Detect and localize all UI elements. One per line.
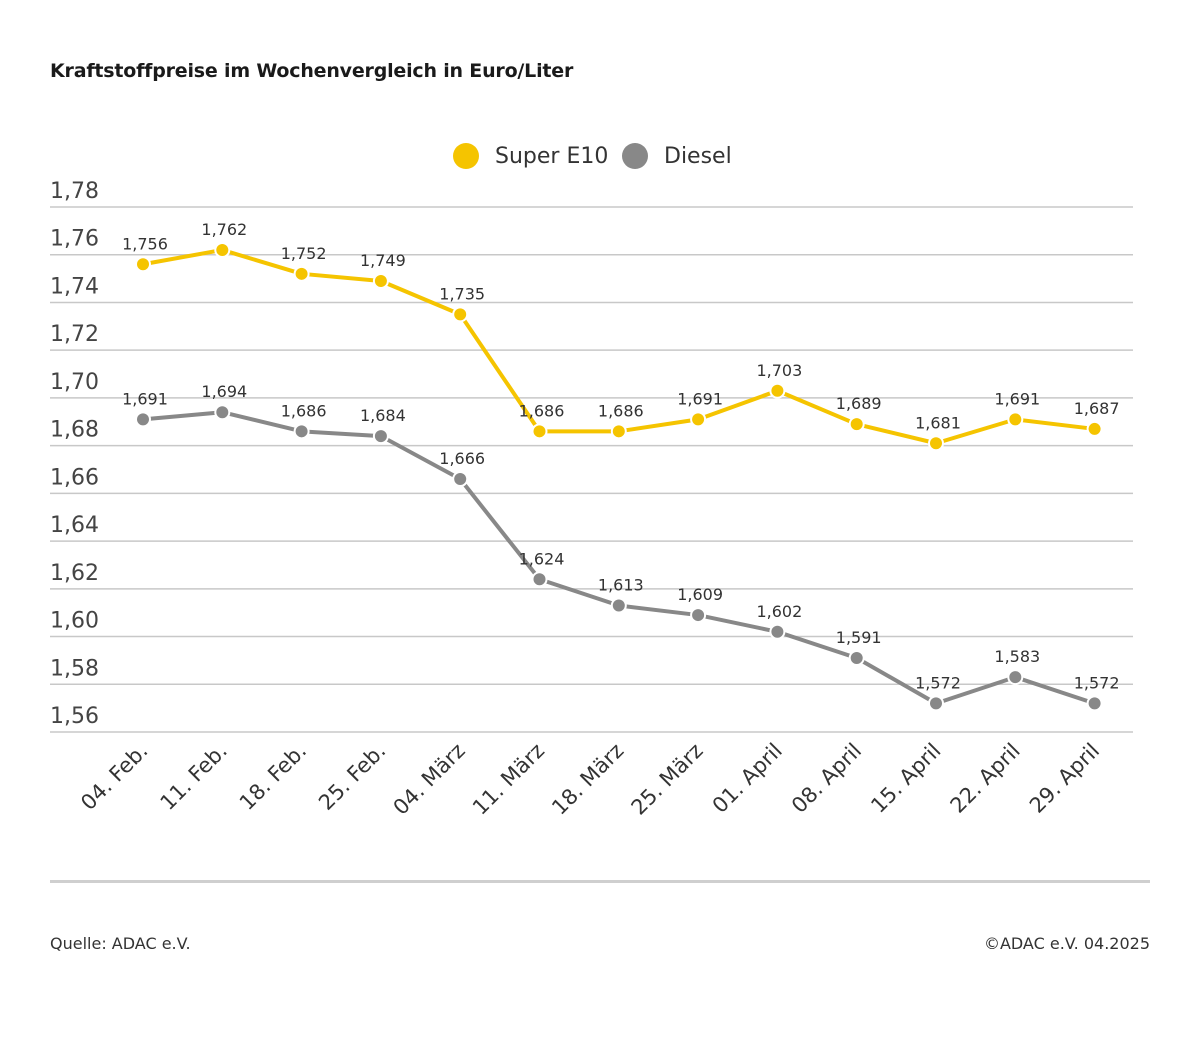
data-point-diesel: [452, 471, 469, 488]
data-point-super: [135, 256, 151, 273]
y-tick-label: 1,70: [50, 370, 99, 395]
data-label-super: 1,749: [360, 251, 406, 270]
y-tick-label: 1,64: [50, 513, 99, 538]
data-label-diesel: 1,591: [836, 628, 882, 647]
data-label-diesel: 1,613: [598, 576, 644, 595]
series-line-diesel: [142, 410, 1096, 706]
y-tick-label: 1,66: [50, 465, 99, 490]
data-label-super: 1,686: [598, 401, 644, 420]
data-label-super: 1,691: [677, 389, 723, 408]
legend-swatch-diesel: [622, 143, 648, 169]
data-label-diesel: 1,624: [519, 549, 565, 568]
data-point-diesel: [1007, 669, 1024, 686]
legend-item-diesel: Diesel: [622, 143, 732, 169]
chart-legend: Super E10 Diesel: [0, 143, 1200, 177]
x-tick-label: 11. Feb.: [156, 739, 232, 815]
x-tick-label: 08. April: [787, 739, 866, 818]
data-point-super: [848, 416, 865, 433]
data-point-diesel: [372, 428, 389, 445]
data-label-diesel: 1,666: [439, 449, 485, 468]
data-label-super: 1,752: [281, 244, 327, 263]
footer-divider: [50, 880, 1150, 883]
data-point-super: [452, 306, 469, 323]
x-tick-label: 01. April: [708, 739, 787, 818]
x-tick-label: 25. Feb.: [314, 739, 390, 815]
data-point-super: [531, 423, 548, 440]
y-tick-label: 1,74: [50, 274, 99, 299]
y-tick-label: 1,60: [50, 609, 99, 634]
data-point-diesel: [610, 597, 627, 614]
data-point-super: [690, 411, 707, 428]
data-label-super: 1,703: [756, 361, 802, 380]
data-point-super: [372, 272, 389, 289]
x-tick-label: 18. Feb.: [235, 739, 311, 815]
data-point-diesel: [690, 607, 707, 624]
data-label-super: 1,686: [519, 401, 565, 420]
data-label-super: 1,687: [1074, 399, 1120, 418]
data-label-diesel: 1,572: [915, 673, 961, 692]
source-note: Quelle: ADAC e.V.: [50, 934, 191, 953]
x-tick-label: 18. März: [547, 739, 628, 820]
copyright-note: ©ADAC e.V. 04.2025: [983, 934, 1150, 953]
data-point-diesel: [928, 695, 944, 712]
data-point-super: [214, 241, 231, 258]
data-label-diesel: 1,691: [122, 389, 168, 408]
x-tick-label: 25. März: [627, 739, 708, 820]
y-tick-label: 1,56: [50, 704, 99, 729]
data-label-diesel: 1,572: [1074, 673, 1120, 692]
data-label-super: 1,756: [122, 234, 168, 253]
data-label-diesel: 1,684: [360, 406, 406, 425]
y-tick-label: 1,78: [50, 179, 99, 204]
x-tick-label: 04. Feb.: [76, 739, 152, 815]
legend-item-super: Super E10: [453, 143, 608, 169]
data-point-super: [928, 435, 944, 452]
data-point-super: [610, 423, 627, 440]
x-tick-label: 04. März: [389, 739, 470, 820]
data-point-diesel: [769, 623, 786, 640]
x-tick-label: 22. April: [946, 739, 1025, 818]
legend-label-diesel: Diesel: [664, 143, 732, 169]
data-point-diesel: [1086, 695, 1103, 712]
x-tick-label: 29. April: [1025, 739, 1104, 818]
data-point-super: [769, 382, 786, 399]
data-label-diesel: 1,583: [994, 647, 1040, 666]
y-tick-label: 1,72: [50, 322, 99, 347]
legend-swatch-super: [453, 143, 479, 169]
data-label-super: 1,681: [915, 413, 961, 432]
x-tick-label: 11. März: [468, 739, 549, 820]
data-point-diesel: [214, 404, 231, 421]
data-label-super: 1,735: [439, 284, 485, 303]
data-label-diesel: 1,609: [677, 585, 723, 604]
data-point-super: [1007, 411, 1024, 428]
data-point-super: [1086, 420, 1103, 437]
y-tick-label: 1,62: [50, 561, 99, 586]
x-tick-label: 15. April: [866, 739, 945, 818]
data-point-diesel: [531, 571, 548, 588]
data-label-super: 1,691: [994, 389, 1040, 408]
data-point-diesel: [848, 650, 865, 667]
chart-title: Kraftstoffpreise im Wochenvergleich in E…: [50, 60, 574, 82]
data-point-super: [293, 265, 310, 282]
y-tick-label: 1,58: [50, 656, 99, 681]
line-chart: 1,56 1,58 1,60 1,62 1,64 1,66 1,68 1,70 1,72 1,74…: [50, 179, 1133, 820]
data-point-diesel: [293, 423, 310, 440]
data-label-diesel: 1,602: [756, 602, 802, 621]
data-label-diesel: 1,694: [201, 382, 247, 401]
y-tick-label: 1,76: [50, 227, 99, 252]
data-label-diesel: 1,686: [281, 401, 327, 420]
y-tick-label: 1,68: [50, 418, 99, 443]
legend-label-super: Super E10: [495, 143, 609, 169]
data-point-diesel: [135, 411, 151, 428]
data-label-super: 1,689: [836, 394, 882, 413]
data-label-super: 1,762: [201, 220, 247, 239]
